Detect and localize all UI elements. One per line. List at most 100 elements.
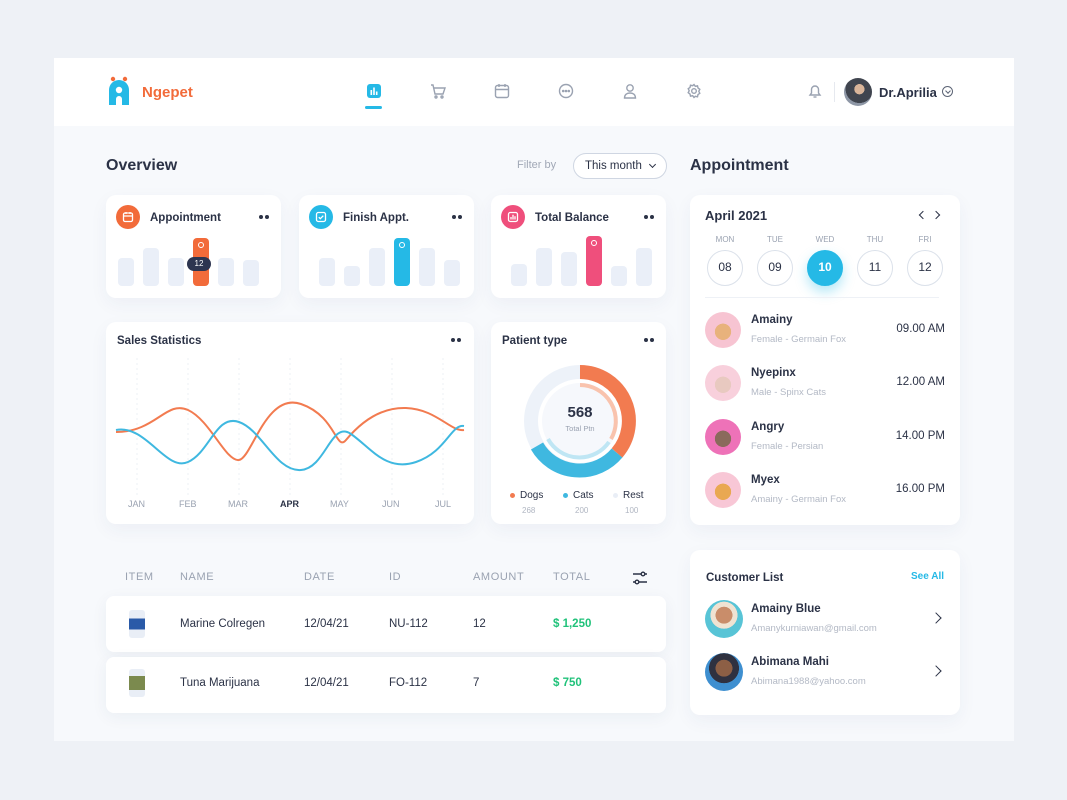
more-options-icon[interactable] [643, 214, 657, 220]
stat-bar [168, 258, 184, 286]
calendar-date-selected[interactable]: 10 [807, 250, 843, 286]
customer-name: Abimana Mahi [751, 656, 829, 668]
calendar-date[interactable]: 09 [757, 250, 793, 286]
legend-value: 100 [625, 506, 639, 515]
appointment-time: 16.00 PM [895, 483, 945, 495]
filter-select[interactable]: This month [573, 153, 667, 179]
nav-item-messages[interactable] [557, 82, 575, 100]
customer-email: Abimana1988@yahoo.com [751, 676, 866, 687]
pet-avatar [705, 312, 741, 348]
pet-info: Female - Persian [751, 441, 824, 452]
chevron-right-icon[interactable] [931, 210, 941, 220]
calendar-date[interactable]: 08 [707, 250, 743, 286]
legend-value: 200 [575, 506, 589, 515]
stat-bar [243, 260, 259, 286]
stat-bar [369, 248, 385, 286]
stat-bar [636, 248, 652, 286]
x-axis-label: MAY [330, 499, 349, 509]
pet-avatar [705, 365, 741, 401]
stat-title: Finish Appt. [343, 212, 410, 224]
sales-statistics-card: Sales Statistics JAN FEB MAR APR MAY JUN… [106, 322, 474, 524]
more-options-icon[interactable] [258, 214, 272, 220]
stat-bar [218, 258, 234, 286]
stat-card-total-balance[interactable]: Total Balance [491, 195, 666, 298]
customer-list-title: Customer List [706, 572, 784, 584]
user-icon [623, 84, 637, 99]
x-axis-label: JUN [382, 499, 400, 509]
donut-total-label: Total Ptn [565, 424, 595, 433]
marker-ring [399, 242, 405, 248]
x-axis-label: JUL [435, 499, 452, 509]
customer-list-card: Customer List See All Amainy Blue Amanyk… [690, 550, 960, 715]
more-options-icon[interactable] [450, 337, 464, 343]
table-row[interactable]: Tuna Marijuana 12/04/21 FO-112 7 $ 750 [106, 657, 666, 713]
customer-avatar [705, 653, 743, 691]
marker-ring [198, 242, 204, 248]
nav-item-shop[interactable] [429, 82, 447, 100]
marker-ring [591, 240, 597, 246]
nav-item-settings[interactable] [685, 82, 703, 100]
appointment-card: April 2021 MON TUE WED THU FRI 08 09 10 … [690, 195, 960, 525]
customer-item[interactable]: Amainy Blue Amanykurniawan@gmail.com [705, 600, 945, 642]
customer-item[interactable]: Abimana Mahi Abimana1988@yahoo.com [705, 653, 945, 695]
stat-bar [143, 248, 159, 286]
x-axis-label: JAN [128, 499, 146, 509]
more-options-icon[interactable] [643, 337, 657, 343]
appointment-item[interactable]: Nyepinx Male - Spinx Cats 12.00 AM [705, 363, 945, 405]
weekday-label: MON [715, 235, 735, 244]
pet-name: Nyepinx [751, 367, 796, 379]
cell-total: $ 1,250 [553, 618, 592, 630]
more-options-icon[interactable] [451, 214, 465, 220]
table-row[interactable]: Marine Colregen 12/04/21 NU-112 12 $ 1,2… [106, 596, 666, 652]
bell-icon[interactable] [806, 82, 824, 100]
chevron-down-icon[interactable] [942, 86, 953, 97]
weekday-label: FRI [918, 235, 932, 244]
user-name[interactable]: Dr.Aprilia [879, 85, 937, 100]
overview-title: Overview [106, 157, 178, 174]
stat-bar-highlight [586, 236, 602, 286]
cell-date: 12/04/21 [304, 618, 349, 630]
appointment-time: 14.00 PM [895, 430, 945, 442]
appointment-item[interactable]: Angry Female - Persian 14.00 PM [705, 417, 945, 459]
pet-name: Angry [751, 421, 785, 433]
table-header: TOTAL [553, 571, 591, 583]
table-header: ITEM [125, 571, 154, 583]
stat-card-appointment[interactable]: Appointment 12 [106, 195, 281, 298]
cell-date: 12/04/21 [304, 677, 349, 689]
pet-avatar [705, 419, 741, 455]
chevron-left-icon[interactable] [918, 210, 928, 220]
appointment-item[interactable]: Myex Amainy - Germain Fox 16.00 PM [705, 470, 945, 512]
sliders-icon[interactable] [632, 570, 648, 586]
cell-id: FO-112 [389, 677, 428, 689]
legend-dot [613, 492, 618, 498]
nav-item-calendar[interactable] [493, 82, 511, 100]
cart-icon [431, 84, 446, 99]
pet-info: Male - Spinx Cats [751, 387, 826, 398]
donut-segment-cats [530, 442, 623, 478]
x-axis-label: FEB [179, 499, 197, 509]
appointment-time: 12.00 AM [896, 376, 945, 388]
nav-item-profile[interactable] [621, 82, 639, 100]
calendar-date[interactable]: 12 [907, 250, 943, 286]
logo-icon [109, 76, 129, 105]
top-bar: Ngepet Dr.Aprilia [54, 58, 1014, 126]
customer-email: Amanykurniawan@gmail.com [751, 623, 877, 634]
weekday-label: TUE [767, 235, 783, 244]
stat-bar [344, 266, 360, 286]
user-avatar[interactable] [844, 78, 872, 106]
value-tooltip: 12 [187, 257, 211, 271]
legend-cats: Cats [563, 490, 594, 501]
calendar-icon [494, 84, 510, 99]
patient-type-card: Patient type 568 Total Ptn Dogs 268 Cats… [491, 322, 666, 524]
cell-id: NU-112 [389, 618, 428, 630]
calendar-month: April 2021 [705, 208, 768, 223]
stat-title: Appointment [150, 212, 221, 224]
calendar-icon [116, 205, 140, 229]
nav-item-overview[interactable] [365, 82, 383, 100]
calendar-date[interactable]: 11 [857, 250, 893, 286]
bar-icon [501, 205, 525, 229]
appointment-title: Appointment [690, 157, 789, 174]
stat-card-finish-appt[interactable]: Finish Appt. [299, 195, 474, 298]
see-all-link[interactable]: See All [911, 571, 944, 582]
appointment-item[interactable]: Amainy Female - Germain Fox 09.00 AM [705, 310, 945, 352]
